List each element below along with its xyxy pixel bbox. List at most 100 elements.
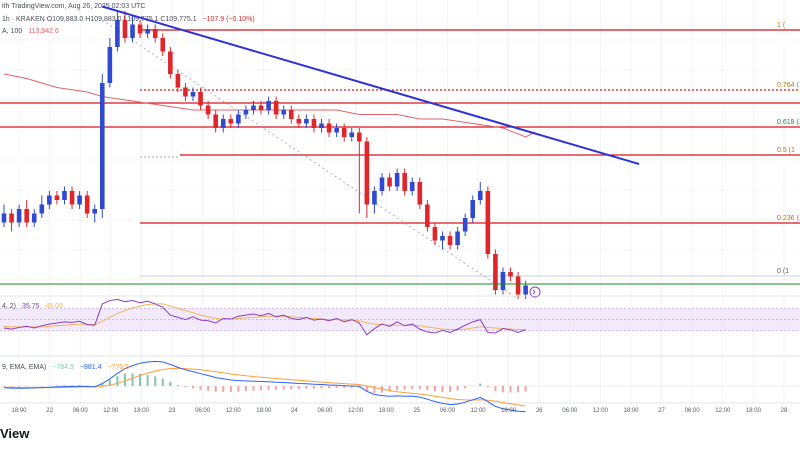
macd-histogram-bar [63, 385, 66, 386]
chart-header: ith TradingView.com, Aug 26, 2025 02:03 … [2, 3, 255, 35]
macd-histogram-bar [214, 386, 217, 392]
macd-histogram-bar [343, 386, 346, 389]
candle-body [16, 209, 22, 223]
candle-body [477, 191, 483, 200]
macd-histogram-bar [161, 378, 164, 386]
header-ohlc-values: 1h · KRAKEN O109,883.0 H109,883.0 L109,7… [2, 16, 197, 23]
candle-body [379, 177, 385, 191]
candle-body [447, 236, 453, 245]
candle-body [122, 20, 128, 38]
macd-histogram-bar [509, 386, 512, 393]
header-sma: A, 100 113,942.6 [2, 28, 59, 35]
candle-body [243, 110, 249, 115]
trend-line [101, 5, 640, 165]
bearish-trend-line [101, 5, 640, 165]
time-tick-label: 12:00 [715, 408, 731, 414]
time-tick-label: 12:00 [103, 408, 119, 414]
candle-body [372, 191, 377, 205]
candle-body [236, 114, 241, 124]
time-tick-label: 18:00 [256, 408, 272, 414]
macd-histogram-bar [328, 386, 331, 389]
candle-body [92, 209, 98, 214]
macd-histogram-bar [267, 386, 270, 390]
candle-body [84, 195, 90, 214]
rsi-pane [0, 298, 800, 336]
macd-histogram-bar [517, 386, 520, 393]
candle-body [9, 213, 14, 223]
macd-histogram-bar [176, 385, 179, 386]
candle-body [115, 20, 120, 47]
candle-body [493, 254, 498, 290]
candle-body [1, 213, 7, 223]
macd-histogram-bar [373, 386, 376, 393]
macd-histogram-bar [237, 386, 240, 392]
candle-body [432, 227, 438, 241]
fib-level-label: 0.618 (1 [777, 119, 800, 126]
horizontal-gridlines [0, 39, 800, 281]
header-sma-value: 113,942.6 [28, 28, 59, 35]
candle-body [387, 177, 392, 187]
time-tick-label: 18:00 [501, 408, 517, 414]
time-tick-label: 12:00 [593, 408, 609, 414]
time-tick-label: 06:00 [685, 408, 701, 414]
macd-legend-hist: −784.9 [52, 364, 74, 371]
candle-body [47, 195, 52, 205]
macd-histogram-bar [33, 386, 36, 387]
header-published: ith TradingView.com, Aug 26, 2025 02:03 … [2, 3, 145, 10]
macd-histogram-bar [25, 386, 28, 387]
candle-body [39, 204, 45, 214]
time-tick-label: 18:00 [746, 408, 762, 414]
candle-body [326, 123, 332, 133]
macd-histogram-bar [350, 386, 353, 388]
macd-histogram-bar [486, 386, 489, 388]
time-tick-label: 18:00 [11, 408, 27, 414]
macd-histogram-bar [252, 386, 255, 391]
macd-histogram-bar [192, 386, 194, 389]
candle-body [77, 195, 82, 205]
macd-histogram-bar [396, 386, 399, 391]
candle-body [107, 47, 113, 83]
candle-body [31, 213, 37, 223]
macd-histogram-bar [494, 386, 497, 392]
macd-histogram-bar [471, 385, 474, 387]
candle-body [440, 236, 445, 241]
macd-histogram-bar [244, 386, 247, 392]
fib-level-label: 0 (1 [777, 268, 789, 275]
vertical-gridlines [18, 0, 785, 403]
macd-histogram-bar [146, 374, 149, 386]
macd-histogram-bar [411, 386, 414, 389]
time-tick-label: 06:00 [317, 408, 333, 414]
sma-line [3, 73, 536, 138]
macd-histogram-bar [229, 386, 232, 392]
candle-body [198, 92, 203, 106]
candle-body [296, 119, 302, 124]
macd-legend-macd: −881.4 [80, 364, 102, 371]
macd-histogram-bar [441, 386, 444, 392]
macd-histogram-bar [199, 386, 202, 390]
macd-histogram-bar [131, 373, 134, 386]
rsi-legend-value: 35.75 [22, 303, 40, 310]
candle-body [220, 119, 226, 128]
time-tick-label: 06:00 [440, 408, 456, 414]
candle-body [334, 128, 339, 133]
replay-marker[interactable] [529, 286, 541, 298]
candle-body [462, 218, 468, 232]
candle-body [160, 38, 166, 52]
macd-histogram-bar [320, 386, 323, 389]
candle-body [508, 272, 513, 277]
time-tick-label: 24 [291, 408, 298, 414]
time-tick-label: 28 [781, 408, 788, 414]
macd-histogram-bar [71, 385, 74, 386]
diagonal-dashed [102, 19, 519, 300]
candle-body [341, 128, 347, 137]
candle-body [515, 276, 521, 295]
macd-histogram-bar [139, 373, 142, 386]
macd-histogram-bar [433, 386, 436, 392]
macd-histogram-bar [40, 386, 43, 387]
candle-body [175, 74, 181, 88]
candle-body [228, 119, 234, 124]
candle-body [417, 182, 423, 205]
candle-body [99, 83, 105, 209]
time-axis: 18:00 22 06:00 12:00 18:00 23 06:00 12:00 18:00 2… [11, 408, 788, 414]
